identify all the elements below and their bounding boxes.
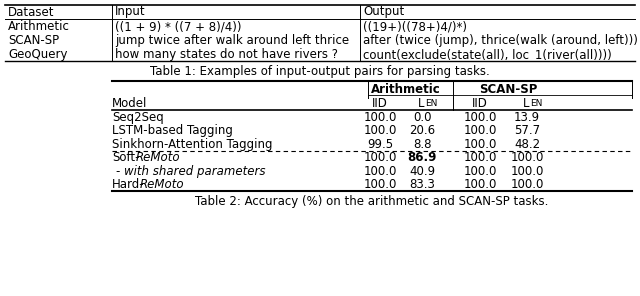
Text: EN: EN <box>425 99 437 108</box>
Text: 100.0: 100.0 <box>364 124 397 137</box>
Text: jump twice after walk around left thrice: jump twice after walk around left thrice <box>115 34 349 47</box>
Text: 20.6: 20.6 <box>409 124 435 137</box>
Text: IID: IID <box>472 97 488 110</box>
Text: 100.0: 100.0 <box>364 111 397 124</box>
Text: 100.0: 100.0 <box>510 178 544 192</box>
Text: Hard-: Hard- <box>112 178 145 192</box>
Text: Dataset: Dataset <box>8 6 54 18</box>
Text: 40.9: 40.9 <box>409 165 435 178</box>
Text: how many states do not have rivers ?: how many states do not have rivers ? <box>115 48 338 61</box>
Text: 100.0: 100.0 <box>463 138 497 151</box>
Text: GeoQuery: GeoQuery <box>8 48 67 61</box>
Text: 8.8: 8.8 <box>413 138 431 151</box>
Text: ReMoto: ReMoto <box>136 152 180 165</box>
Text: L: L <box>418 97 424 110</box>
Text: Arithmetic: Arithmetic <box>8 20 70 33</box>
Text: ((1 + 9) * ((7 + 8)/4)): ((1 + 9) * ((7 + 8)/4)) <box>115 20 241 33</box>
Text: 99.5: 99.5 <box>367 138 393 151</box>
Text: IID: IID <box>372 97 388 110</box>
Text: Table 2: Accuracy (%) on the arithmetic and SCAN-SP tasks.: Table 2: Accuracy (%) on the arithmetic … <box>195 195 548 208</box>
Text: SCAN-SP: SCAN-SP <box>8 34 59 47</box>
Text: ReMoto: ReMoto <box>140 178 184 192</box>
Text: 100.0: 100.0 <box>463 152 497 165</box>
Text: EN: EN <box>530 99 542 108</box>
Text: 100.0: 100.0 <box>364 165 397 178</box>
Text: 100.0: 100.0 <box>364 178 397 192</box>
Text: Input: Input <box>115 6 146 18</box>
Text: 100.0: 100.0 <box>463 178 497 192</box>
Text: after (twice (jump), thrice(walk (around, left))): after (twice (jump), thrice(walk (around… <box>363 34 638 47</box>
Text: 57.7: 57.7 <box>514 124 540 137</box>
Text: count(exclude(state(all), loc_1(river(all)))): count(exclude(state(all), loc_1(river(al… <box>363 48 612 61</box>
Text: 0.0: 0.0 <box>413 111 431 124</box>
Text: Model: Model <box>112 97 147 110</box>
Text: SCAN-SP: SCAN-SP <box>479 83 538 96</box>
Text: Seq2Seq: Seq2Seq <box>112 111 164 124</box>
Text: 100.0: 100.0 <box>510 152 544 165</box>
Text: Sinkhorn-Attention Tagging: Sinkhorn-Attention Tagging <box>112 138 273 151</box>
Text: 100.0: 100.0 <box>463 124 497 137</box>
Text: LSTM-based Tagging: LSTM-based Tagging <box>112 124 233 137</box>
Text: 100.0: 100.0 <box>364 152 397 165</box>
Text: 48.2: 48.2 <box>514 138 540 151</box>
Text: 100.0: 100.0 <box>510 165 544 178</box>
Text: Arithmetic: Arithmetic <box>371 83 441 96</box>
Text: Output: Output <box>363 6 404 18</box>
Text: ((19+)((78+)4/)*): ((19+)((78+)4/)*) <box>363 20 467 33</box>
Text: Table 1: Examples of input-output pairs for parsing tasks.: Table 1: Examples of input-output pairs … <box>150 65 490 78</box>
Text: 83.3: 83.3 <box>409 178 435 192</box>
Text: 86.9: 86.9 <box>407 152 436 165</box>
Text: 13.9: 13.9 <box>514 111 540 124</box>
Text: Soft-: Soft- <box>112 152 140 165</box>
Text: L: L <box>523 97 529 110</box>
Text: 100.0: 100.0 <box>463 111 497 124</box>
Text: - with shared parameters: - with shared parameters <box>116 165 266 178</box>
Text: 100.0: 100.0 <box>463 165 497 178</box>
